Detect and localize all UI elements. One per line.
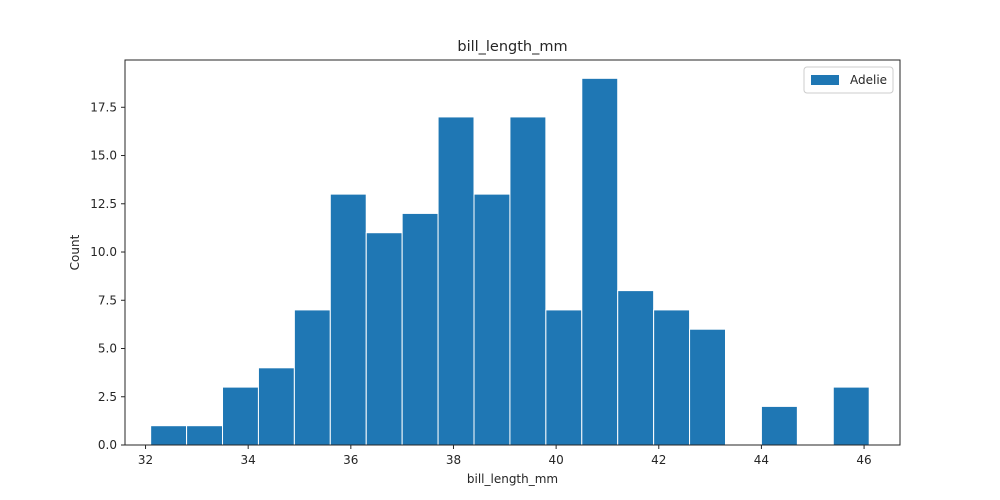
x-tick-label: 42 [651, 453, 666, 467]
histogram-bar [689, 328, 726, 446]
histogram-bar [186, 425, 224, 446]
y-tick-label: 0.0 [98, 438, 117, 452]
histogram-bar [581, 77, 619, 446]
histogram-bar [509, 116, 547, 446]
histogram-bar [365, 232, 403, 446]
histogram-bar [401, 212, 439, 446]
histogram-bar [653, 309, 691, 446]
y-axis-ticks: 0.0 2.5 5.0 7.5 10.0 12.5 15.0 17.5 [90, 100, 125, 452]
histogram-bar [222, 386, 259, 446]
legend-swatch-adelie [811, 75, 839, 85]
x-tick-label: 40 [548, 453, 563, 467]
histogram-bar [257, 367, 295, 446]
histogram-bar [617, 290, 655, 446]
y-tick-label: 15.0 [90, 149, 117, 163]
y-tick-label: 10.0 [90, 245, 117, 259]
chart-title: bill_length_mm [457, 39, 567, 55]
histogram-bar [437, 116, 475, 446]
x-axis-label: bill_length_mm [467, 472, 558, 486]
y-tick-label: 7.5 [98, 293, 117, 307]
histogram-bar [150, 425, 188, 446]
legend-label-adelie: Adelie [850, 73, 887, 87]
x-tick-label: 32 [138, 453, 153, 467]
x-tick-label: 36 [343, 453, 358, 467]
histogram-bar [293, 309, 331, 446]
legend: Adelie [803, 66, 894, 94]
histogram-bar [832, 386, 870, 446]
x-tick-label: 44 [754, 453, 769, 467]
legend-box [803, 66, 894, 94]
x-axis-ticks: 32 34 36 38 40 42 44 46 [138, 445, 872, 467]
y-axis-label: Count [68, 234, 82, 270]
x-tick-label: 34 [241, 453, 256, 467]
x-tick-label: 38 [446, 453, 461, 467]
y-tick-label: 2.5 [98, 390, 117, 404]
histogram-bar [760, 405, 798, 446]
histogram-bar [329, 193, 367, 446]
histogram-bar [473, 193, 511, 446]
bars-group [150, 77, 870, 446]
y-tick-label: 12.5 [90, 197, 117, 211]
y-tick-label: 5.0 [98, 342, 117, 356]
x-tick-label: 46 [856, 453, 871, 467]
histogram-bar [545, 309, 583, 446]
y-tick-label: 17.5 [90, 100, 117, 114]
